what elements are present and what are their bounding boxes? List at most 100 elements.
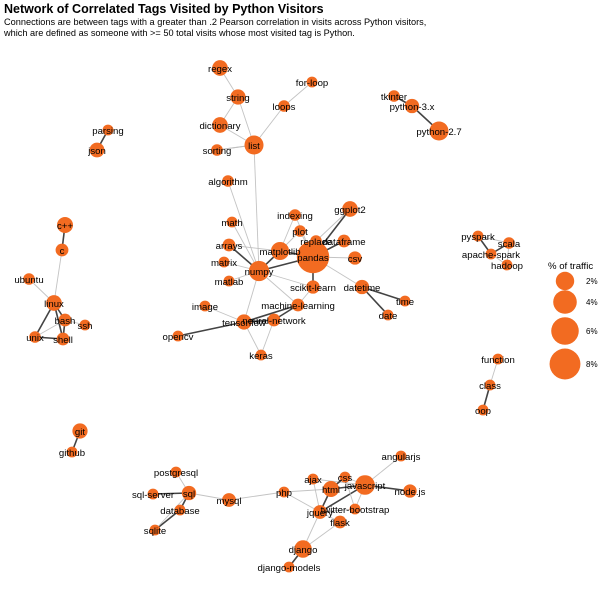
- legend-label-4: 4%: [586, 298, 598, 307]
- node-label-linux: linux: [44, 299, 64, 310]
- node-hadoop: [501, 259, 513, 271]
- node-angularjs: [395, 450, 407, 462]
- node-git: [72, 423, 88, 439]
- node-label-node.js: node.js: [395, 487, 426, 498]
- node-arrays: [222, 238, 236, 252]
- edge-c-linux: [53, 249, 63, 304]
- node-for-loop: [306, 76, 318, 88]
- legend-title: % of traffic: [548, 261, 593, 272]
- node-label-jquery: jquery: [306, 508, 333, 519]
- node-label-opencv: opencv: [163, 332, 194, 343]
- node-time: [399, 295, 411, 307]
- node-label-date: date: [379, 311, 398, 322]
- node-indexing: [289, 209, 301, 221]
- legend-label-2: 2%: [586, 277, 598, 286]
- node-label-hadoop: hadoop: [491, 261, 523, 272]
- legend-circle-2: [555, 271, 575, 291]
- chart-title: Network of Correlated Tags Visited by Py…: [4, 2, 324, 16]
- node-linux: [46, 295, 62, 311]
- legend-circle-8: [549, 348, 581, 380]
- node-label-class: class: [479, 381, 501, 392]
- node-matlab: [223, 275, 235, 287]
- node-label-javascript: javascript: [344, 481, 386, 492]
- node-datetime: [354, 279, 370, 295]
- node-layer: [23, 60, 515, 573]
- node-loops: [278, 100, 290, 112]
- chart-subtitle-line-2: which are defined as someone with >= 50 …: [3, 28, 355, 38]
- node-c++: [56, 216, 74, 234]
- node-html: [322, 480, 340, 498]
- node-mysql: [222, 493, 236, 507]
- legend-circle-4: [553, 290, 577, 314]
- node-dataframe: [337, 234, 351, 248]
- node-label-dataframe: dataframe: [322, 237, 365, 248]
- node-tensorflow: [236, 314, 252, 330]
- node-label-csv: csv: [348, 254, 363, 265]
- node-label-machine-learning: machine-learning: [261, 301, 335, 312]
- node-label-php: php: [276, 488, 292, 499]
- node-label-numpy: numpy: [245, 267, 274, 278]
- node-label-json: json: [87, 146, 106, 157]
- node-css: [339, 471, 351, 483]
- node-neural-network: [267, 313, 281, 327]
- node-label-scikit-learn: scikit-learn: [290, 283, 336, 294]
- node-bash: [58, 313, 72, 327]
- node-label-ubuntu: ubuntu: [14, 275, 43, 286]
- node-c: [55, 243, 69, 257]
- node-sql: [181, 485, 197, 501]
- node-label-scala: scala: [498, 239, 521, 250]
- node-label-matplotlib: matplotlib: [259, 247, 300, 258]
- node-sorting: [211, 144, 223, 156]
- node-tkinter: [388, 90, 400, 102]
- node-ssh: [79, 319, 91, 331]
- node-label-math: math: [221, 218, 242, 229]
- node-pyspark: [472, 230, 484, 242]
- node-label-replace: replace: [300, 237, 331, 248]
- node-php: [278, 486, 290, 498]
- edge-for-loop-loops: [283, 81, 313, 107]
- node-label-python-3.x: python-3.x: [390, 102, 435, 113]
- node-label-pyspark: pyspark: [461, 232, 495, 243]
- edge-algorithm-numpy: [227, 180, 260, 272]
- legend: % of traffic 2% 4% 6% 8%: [548, 261, 598, 380]
- legend-label-8: 8%: [586, 360, 598, 369]
- edge-opencv-tensorflow: [177, 321, 245, 337]
- node-label-for-loop: for-loop: [296, 78, 329, 89]
- node-label-matrix: matrix: [211, 258, 237, 269]
- node-apache-spark: [485, 248, 497, 260]
- node-csv: [348, 251, 362, 265]
- node-label-css: css: [338, 473, 353, 484]
- node-label-postgresql: postgresql: [154, 468, 198, 479]
- node-ajax: [307, 473, 319, 485]
- node-database: [174, 504, 186, 516]
- edge-datetime-time: [361, 286, 406, 302]
- node-label-function: function: [481, 355, 515, 366]
- legend-label-6: 6%: [586, 327, 598, 336]
- node-label-loops: loops: [273, 102, 296, 113]
- node-opencv: [172, 330, 184, 342]
- node-math: [226, 216, 238, 228]
- edge-mysql-php: [228, 491, 285, 501]
- node-label-tkinter: tkinter: [381, 92, 408, 103]
- node-algorithm: [222, 175, 234, 187]
- node-string: [230, 89, 246, 105]
- node-label-ajax: ajax: [304, 475, 322, 486]
- node-sql-server: [147, 488, 159, 500]
- node-node.js: [403, 484, 417, 498]
- node-function: [492, 353, 504, 365]
- node-label-apache-spark: apache-spark: [462, 250, 520, 261]
- node-regex: [212, 60, 228, 76]
- node-matplotlib: [270, 241, 290, 261]
- node-label-pandas: pandas: [297, 253, 329, 264]
- node-list: [244, 135, 264, 155]
- node-sqlite: [149, 524, 161, 536]
- node-label-sql: sql: [183, 489, 195, 500]
- node-scala: [503, 237, 515, 249]
- node-dictionary: [212, 117, 228, 133]
- node-parsing: [102, 124, 114, 136]
- node-label-python-2.7: python-2.7: [416, 127, 461, 138]
- node-label-dictionary: dictionary: [199, 121, 240, 132]
- node-label-string: string: [226, 93, 249, 104]
- node-label-angularjs: angularjs: [382, 452, 421, 463]
